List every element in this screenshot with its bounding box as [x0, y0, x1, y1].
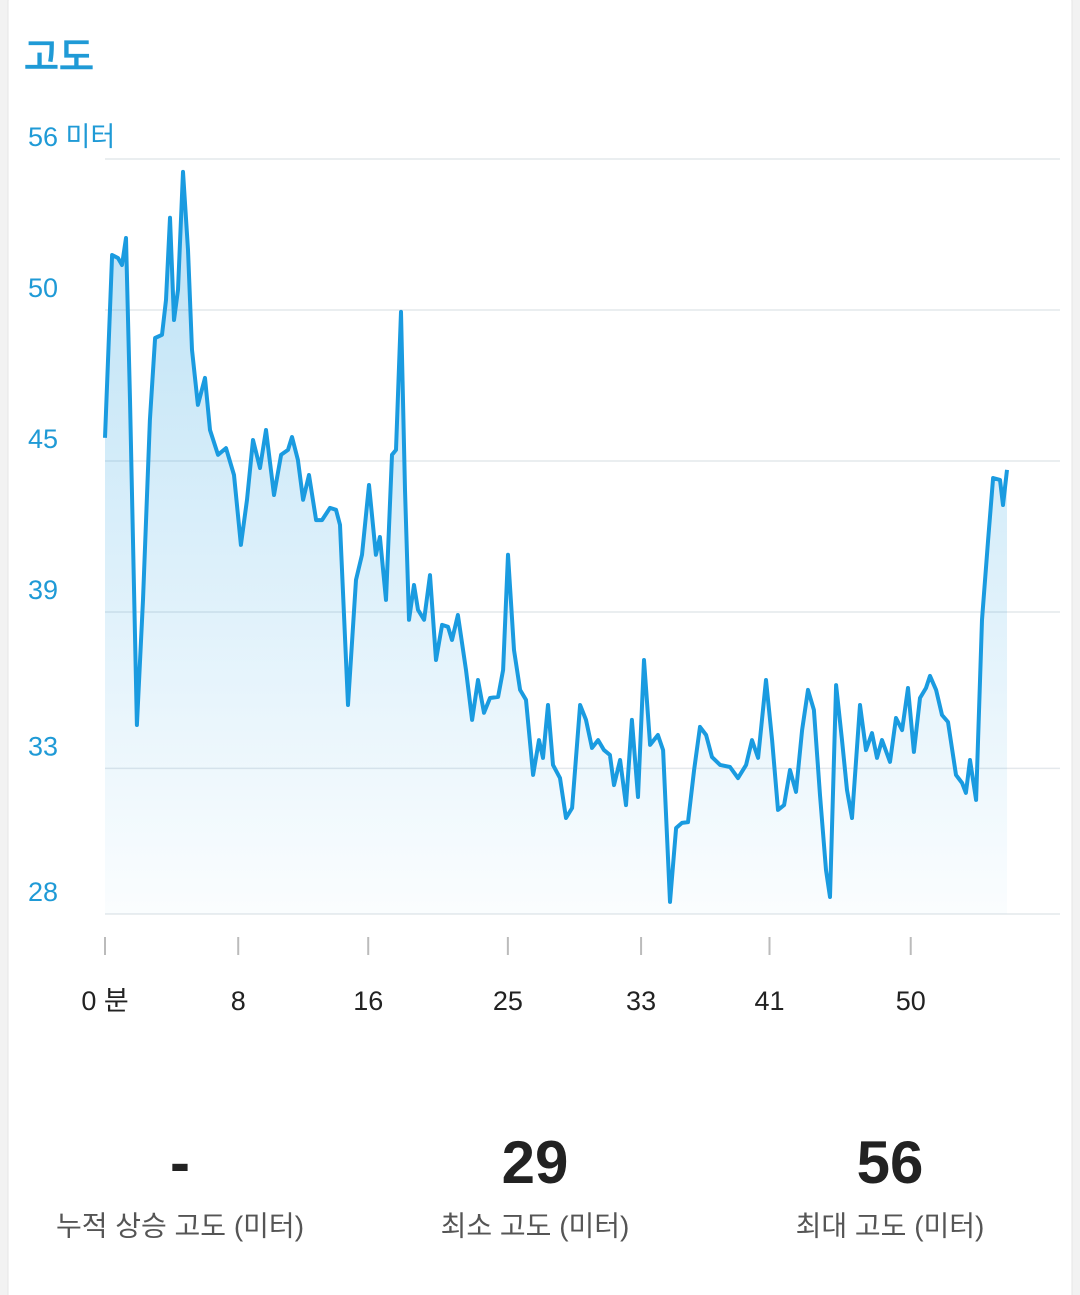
- y-tick-label: 39: [28, 575, 58, 605]
- x-tick-label: 25: [493, 986, 523, 1016]
- x-tick-label: 0 분: [81, 986, 128, 1016]
- stat-label: 최소 고도 (미터): [441, 1210, 630, 1241]
- stat-label: 최대 고도 (미터): [796, 1210, 985, 1241]
- y-tick-label: 33: [28, 732, 58, 762]
- y-tick-label: 28: [28, 877, 58, 907]
- y-tick-label: 50: [28, 273, 58, 303]
- x-tick-label: 41: [754, 986, 784, 1016]
- y-tick-label: 56 미터: [28, 122, 115, 152]
- card: [7, 0, 1073, 1295]
- x-tick-label: 50: [896, 986, 926, 1016]
- title: 고도: [24, 37, 94, 79]
- y-tick-label: 45: [28, 424, 58, 454]
- x-tick-label: 16: [353, 986, 383, 1016]
- x-tick-label: 33: [626, 986, 656, 1016]
- stat-value: 56: [857, 1129, 924, 1196]
- x-tick-label: 8: [231, 986, 246, 1016]
- stat-label: 누적 상승 고도 (미터): [56, 1210, 304, 1241]
- stat-value: 29: [502, 1129, 569, 1196]
- area: [105, 171, 1008, 914]
- stat-value: -: [170, 1129, 190, 1196]
- line: [103, 169, 1009, 904]
